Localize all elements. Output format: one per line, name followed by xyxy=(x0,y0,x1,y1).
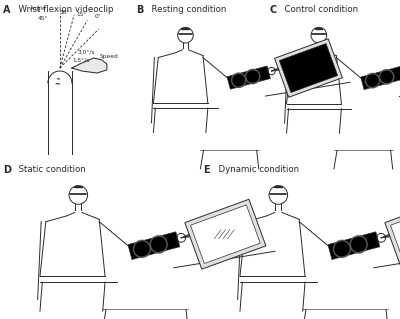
Polygon shape xyxy=(190,205,260,263)
Polygon shape xyxy=(361,66,400,90)
Text: Angle: Angle xyxy=(30,6,46,11)
Text: Control condition: Control condition xyxy=(279,5,358,14)
Polygon shape xyxy=(72,58,107,73)
Text: 15°: 15° xyxy=(77,11,87,17)
Polygon shape xyxy=(390,205,400,263)
Polygon shape xyxy=(128,232,180,260)
Polygon shape xyxy=(274,39,342,97)
Text: Dynamic condition: Dynamic condition xyxy=(213,165,299,174)
Polygon shape xyxy=(385,199,400,269)
Polygon shape xyxy=(328,232,380,260)
Text: 0°: 0° xyxy=(94,13,101,19)
Text: 30°: 30° xyxy=(60,11,70,16)
Text: Speed: Speed xyxy=(100,54,118,59)
Text: Resting condition: Resting condition xyxy=(146,5,226,14)
Polygon shape xyxy=(185,199,266,269)
Text: E: E xyxy=(203,165,210,175)
Polygon shape xyxy=(279,43,338,93)
Polygon shape xyxy=(227,66,270,89)
Text: 1.5°/s: 1.5°/s xyxy=(73,57,90,62)
Text: Static condition: Static condition xyxy=(13,165,86,174)
Text: 45°: 45° xyxy=(38,16,48,20)
Text: A: A xyxy=(3,5,10,15)
Text: C: C xyxy=(269,5,276,15)
Text: Wrist flexion videoclip: Wrist flexion videoclip xyxy=(13,5,114,14)
Text: 3.0°/s: 3.0°/s xyxy=(78,50,95,55)
Text: D: D xyxy=(3,165,11,175)
Text: B: B xyxy=(136,5,143,15)
